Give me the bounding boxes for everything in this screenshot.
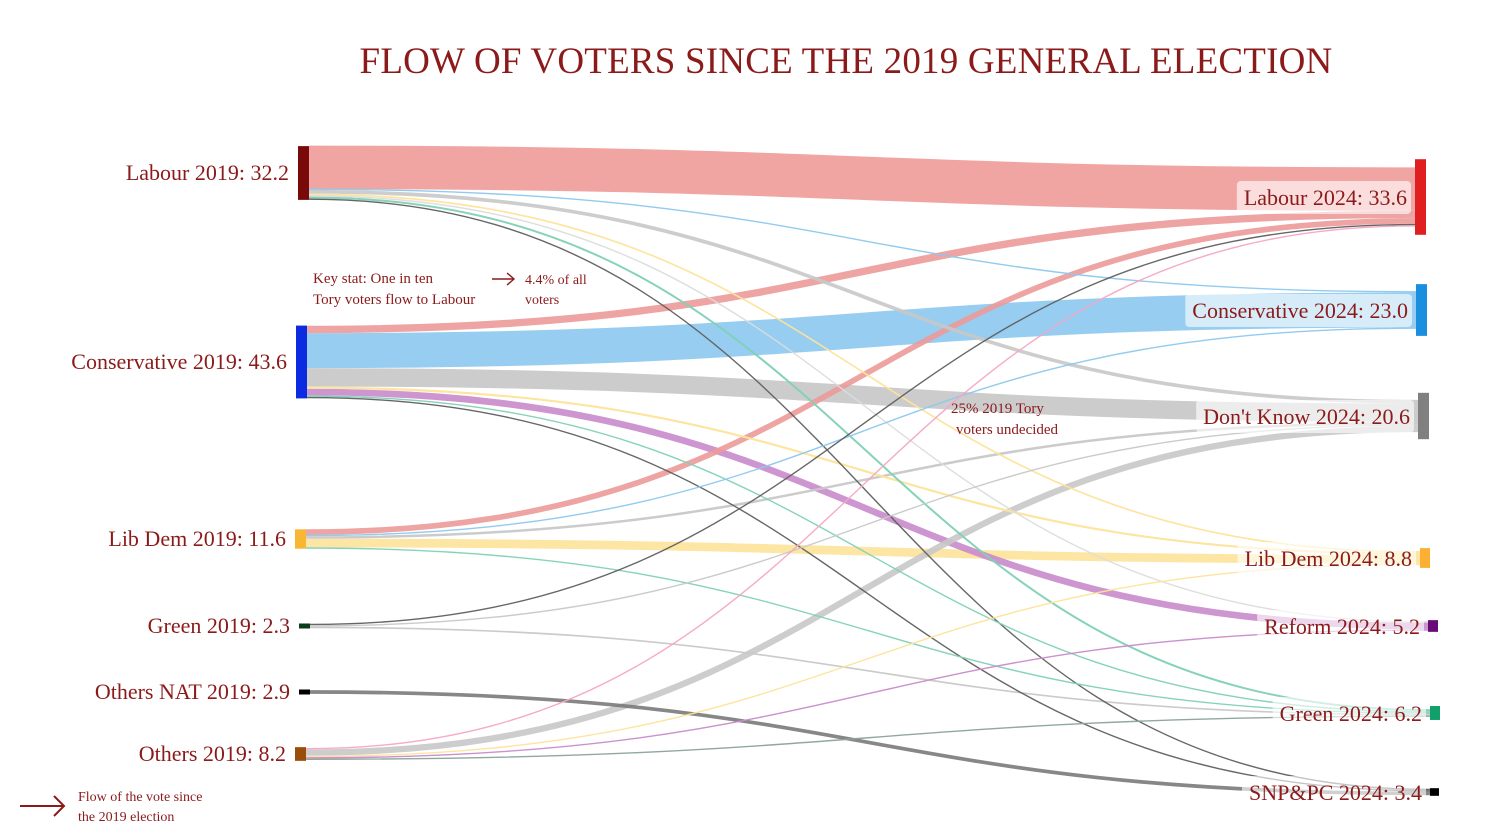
- label-group-snp-pc-2024: SNP&PC 2024: 3.4: [1242, 776, 1426, 809]
- label-reform-2024: Reform 2024: 5.2: [1264, 614, 1420, 639]
- node-conservative-2024: [1416, 284, 1427, 336]
- label-labour-2024: Labour 2024: 33.6: [1244, 185, 1407, 210]
- flow-con19-to-ld24: [306, 386, 1421, 555]
- flow-oth19-to-ld24: [305, 563, 1421, 758]
- key-stat-share-line-1: 4.4% of all: [525, 273, 587, 288]
- flow-ld19-to-lab24: [305, 218, 1416, 535]
- label-green-2024: Green 2024: 6.2: [1280, 701, 1422, 726]
- label-bg-conservative-2024: [1185, 294, 1412, 327]
- label-group-reform-2024: Reform 2024: 5.2: [1257, 610, 1424, 643]
- legend-line-1: Flow of the vote since: [78, 790, 202, 805]
- flows-layer: [305, 145, 1431, 796]
- key-stat-annotation: Key stat: One in ten Tory voters flow to…: [313, 271, 587, 308]
- flow-grn19-to-dk24: [309, 424, 1419, 627]
- node-conservative-2019: [296, 325, 307, 399]
- label-bg-don-t-know-2024: [1196, 400, 1414, 433]
- flow-ld19-to-con24: [305, 327, 1417, 537]
- undecided-line-1: 25% 2019 Tory: [951, 401, 1044, 417]
- label-bg-snp-pc-2024: [1242, 776, 1426, 809]
- label-labour-2019: Labour 2019: 32.2: [126, 160, 289, 185]
- flow-nat19-to-snp24: [309, 690, 1431, 796]
- node-others-nat-2019: [299, 689, 310, 695]
- flow-oth19-to-grn24: [305, 715, 1431, 760]
- flow-lab19-to-ld24: [308, 193, 1421, 553]
- label-group-don-t-know-2024: Don't Know 2024: 20.6: [1196, 400, 1414, 433]
- nodes-layer: [295, 146, 1440, 796]
- flow-con19-to-ref24: [306, 388, 1429, 630]
- flow-ld19-to-grn24: [305, 547, 1431, 714]
- flow-lab19-to-snp24: [308, 198, 1431, 791]
- flow-lab19-to-dk24: [308, 189, 1419, 404]
- label-snp-pc-2024: SNP&PC 2024: 3.4: [1249, 780, 1422, 805]
- label-green-2019: Green 2019: 2.3: [148, 613, 290, 638]
- label-group-lib-dem-2024: Lib Dem 2024: 8.8: [1237, 542, 1416, 575]
- node-others-2019: [295, 747, 306, 761]
- undecided-line-2: voters undecided: [956, 422, 1059, 438]
- label-lib-dem-2019: Lib Dem 2019: 11.6: [108, 526, 286, 551]
- label-bg-lib-dem-2024: [1237, 542, 1416, 575]
- label-conservative-2024: Conservative 2024: 23.0: [1192, 298, 1408, 323]
- node-don-t-know-2024: [1418, 392, 1429, 440]
- labels-layer: Labour 2019: 32.2 Conservative 2019: 43.6…: [71, 160, 1426, 809]
- flow-grn19-to-grn24: [309, 626, 1431, 716]
- label-bg-reform-2024: [1257, 610, 1424, 643]
- key-stat-arrow-icon: [492, 272, 516, 286]
- flow-lab19-to-grn24: [308, 196, 1431, 712]
- node-lib-dem-2019: [295, 529, 306, 549]
- node-labour-2019: [298, 146, 309, 200]
- flow-con19-to-grn24: [306, 395, 1431, 713]
- flow-lab19-to-ref24: [308, 195, 1429, 623]
- node-green-2019: [299, 623, 310, 629]
- flow-lab19-to-con24: [308, 188, 1417, 293]
- flow-con19-to-snp24: [306, 396, 1431, 792]
- node-green-2024: [1430, 706, 1440, 720]
- flow-oth19-to-dk24: [305, 425, 1419, 756]
- key-stat-line-2: Tory voters flow to Labour: [313, 292, 475, 308]
- label-others-2019: Others 2019: 8.2: [139, 741, 286, 766]
- legend: Flow of the vote since the 2019 election: [20, 790, 202, 825]
- node-lib-dem-2024: [1420, 548, 1430, 568]
- undecided-annotation: 25% 2019 Tory voters undecided: [951, 401, 1059, 438]
- label-group-green-2024: Green 2024: 6.2: [1272, 697, 1426, 730]
- key-stat-share-line-2: voters: [525, 293, 559, 308]
- flow-con19-to-lab24: [306, 210, 1416, 334]
- legend-line-2: the 2019 election: [78, 810, 174, 825]
- flow-oth19-to-ref24: [305, 629, 1429, 759]
- node-reform-2024: [1428, 620, 1438, 632]
- label-don-t-know-2024: Don't Know 2024: 20.6: [1203, 404, 1410, 429]
- label-group-conservative-2024: Conservative 2024: 23.0: [1185, 294, 1412, 327]
- label-others-nat-2019: Others NAT 2019: 2.9: [95, 679, 290, 704]
- flow-oth19-to-lab24: [305, 225, 1416, 750]
- node-snp-pc-2024: [1430, 788, 1439, 796]
- label-lib-dem-2024: Lib Dem 2024: 8.8: [1245, 546, 1412, 571]
- chart-title: FLOW OF VOTERS SINCE THE 2019 GENERAL EL…: [360, 41, 1333, 82]
- label-bg-labour-2024: [1236, 181, 1411, 214]
- label-conservative-2019: Conservative 2019: 43.6: [71, 349, 287, 374]
- key-stat-line-1: Key stat: One in ten: [313, 271, 433, 287]
- flow-grn19-to-lab24: [309, 223, 1416, 626]
- label-group-labour-2024: Labour 2024: 33.6: [1236, 181, 1411, 214]
- flow-lab19-to-lab24: [308, 145, 1416, 211]
- label-bg-green-2024: [1272, 697, 1426, 730]
- legend-arrow-icon: [20, 795, 66, 817]
- node-labour-2024: [1415, 159, 1426, 235]
